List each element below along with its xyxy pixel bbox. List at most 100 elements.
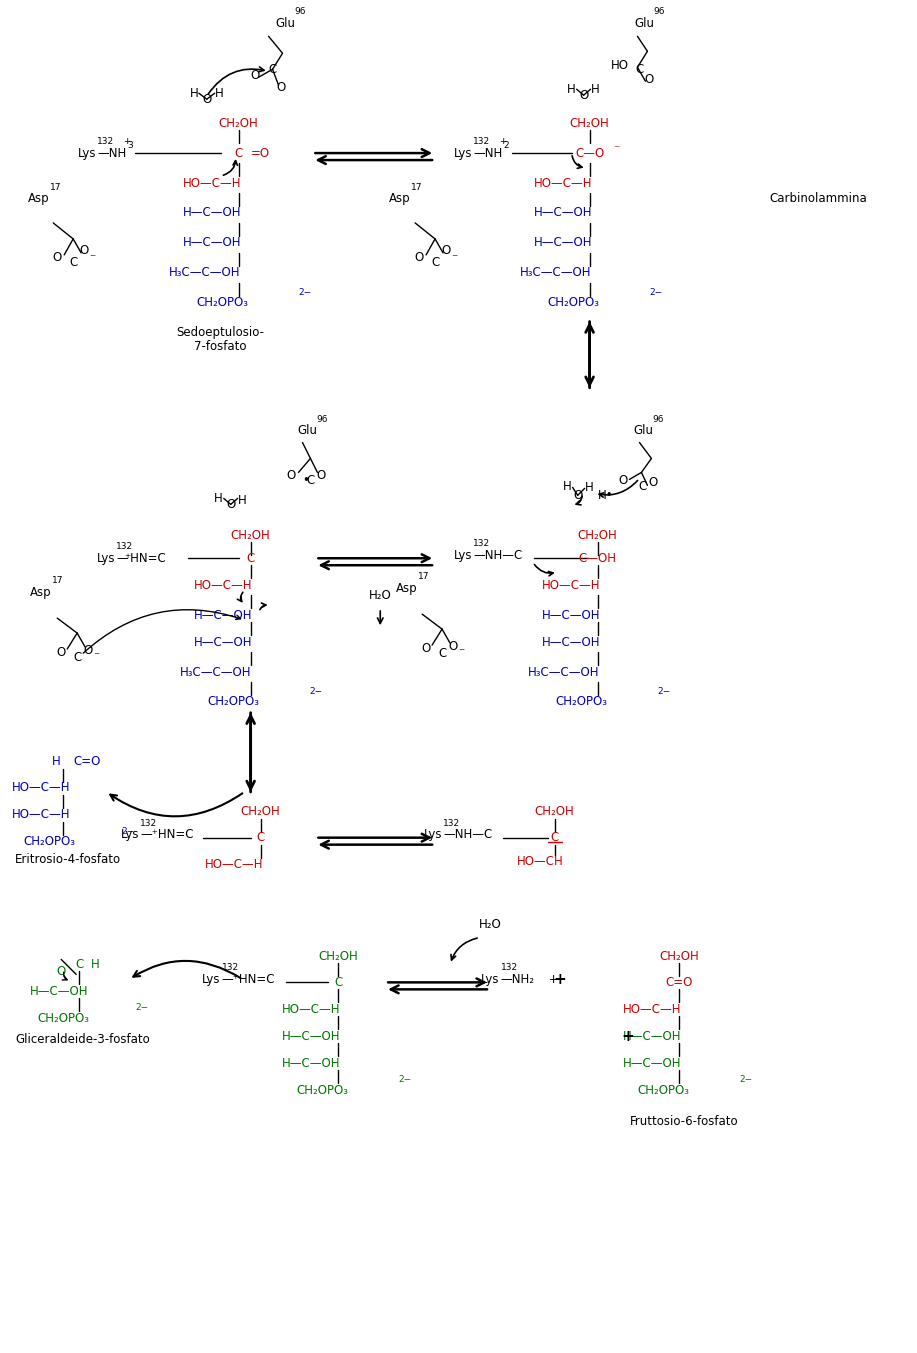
Text: H₃C—C—OH: H₃C—C—OH [520,267,591,279]
Text: O: O [52,252,61,264]
Text: H: H [238,494,247,507]
Text: H—C—OH: H—C—OH [193,636,252,648]
Text: Lys: Lys [454,146,472,160]
Text: H: H [568,83,576,96]
Text: Lys: Lys [78,146,96,160]
Text: O: O [250,69,260,81]
Text: ⁻: ⁻ [451,253,458,265]
Text: C=O: C=O [73,755,101,769]
Text: CH₂OPO₃: CH₂OPO₃ [38,1012,89,1024]
Text: C: C [247,552,255,564]
Text: H—C—OH: H—C—OH [193,609,252,621]
Text: CH₂OH: CH₂OH [318,950,359,963]
Text: H: H [215,87,224,100]
Text: Eritrosio-4-fosfato: Eritrosio-4-fosfato [16,854,121,866]
Text: Glu: Glu [275,16,295,30]
Text: H—C—OH: H—C—OH [282,1030,341,1043]
Text: C: C [235,146,243,160]
Text: C: C [269,62,277,76]
Text: Carbinolammina: Carbinolammina [769,192,867,206]
Text: —⁺HN=C: —⁺HN=C [140,828,193,842]
Text: O: O [316,469,326,482]
Text: 132: 132 [443,819,460,828]
Text: Lys: Lys [481,973,500,986]
Text: O: O [80,245,89,257]
Text: —NH₂: —NH₂ [501,973,535,986]
Text: HO—C—H: HO—C—H [534,176,592,189]
Text: H₃C—C—OH: H₃C—C—OH [169,267,240,279]
Text: Asp: Asp [28,192,50,206]
Text: O: O [649,476,658,488]
Text: 7-fosfato: 7-fosfato [194,340,247,353]
Text: Glu: Glu [634,423,654,437]
Text: CH₂OPO₃: CH₂OPO₃ [197,296,249,310]
Text: CH₂OPO₃: CH₂OPO₃ [296,1084,348,1097]
Text: 17: 17 [52,576,64,586]
Text: C: C [635,62,644,76]
Text: 96: 96 [294,7,306,16]
Text: Lys: Lys [203,973,221,986]
Text: —NH: —NH [97,146,127,160]
Text: 2−: 2− [398,1076,412,1084]
Text: H—C—OH: H—C—OH [182,207,241,219]
Text: CH₂OPO₃: CH₂OPO₃ [637,1084,690,1097]
Text: HO—C—H: HO—C—H [624,1003,681,1016]
Text: H—C—OH: H—C—OH [30,985,88,999]
Text: H: H [585,480,594,494]
Text: Asp: Asp [389,192,410,206]
Text: Asp: Asp [29,586,51,598]
Text: Gliceraldeide-3-fosfato: Gliceraldeide-3-fosfato [16,1032,150,1046]
Text: 2−: 2− [121,827,134,836]
Text: O: O [579,89,588,101]
Text: Lys: Lys [120,828,139,842]
Text: H—C—OH: H—C—OH [534,207,592,219]
Text: H—C—OH: H—C—OH [624,1030,681,1043]
Text: O: O [286,469,295,482]
Text: 132: 132 [140,819,157,828]
Text: C—O: C—O [575,146,604,160]
Text: H₃C—C—OH: H₃C—C—OH [180,666,251,678]
Text: +: + [123,137,130,146]
Text: C: C [69,256,77,269]
Text: H—C—OH: H—C—OH [534,237,592,249]
Text: H—C—OH: H—C—OH [541,636,600,648]
Text: 96: 96 [652,414,664,423]
Text: —: — [116,552,127,564]
Text: H₂O: H₂O [479,917,502,931]
Text: O: O [441,245,450,257]
Text: 2−: 2− [135,1004,149,1012]
Text: HO—C—H: HO—C—H [182,176,241,189]
Text: CH₂OPO₃: CH₂OPO₃ [547,296,600,310]
Text: O: O [448,640,458,652]
Text: CH₂OH: CH₂OH [659,950,699,963]
Text: CH₂OH: CH₂OH [231,529,271,541]
Text: +: + [553,971,566,986]
Text: CH₂OPO₃: CH₂OPO₃ [207,695,260,709]
Text: H: H [563,480,572,492]
Text: —⁺HN=C: —⁺HN=C [222,973,275,986]
Text: 3: 3 [127,141,133,150]
Text: +: + [545,973,558,986]
Text: H: H [91,958,100,971]
Text: +: + [499,137,506,146]
Text: HO—C—H: HO—C—H [12,781,71,794]
Text: 2−: 2− [649,288,663,296]
Text: 2−: 2− [739,1076,752,1084]
Text: CH₂OPO₃: CH₂OPO₃ [556,695,608,709]
Text: 132: 132 [473,137,490,146]
Text: —NH—C: —NH—C [443,828,492,842]
Text: 2−: 2− [299,288,312,296]
Text: Glu: Glu [297,423,317,437]
Text: 132: 132 [473,540,490,548]
Text: O: O [645,73,654,85]
Text: O: O [202,93,212,106]
Text: O: O [573,488,582,502]
Text: HO—C—H: HO—C—H [541,579,600,591]
Text: —NH: —NH [473,146,503,160]
Text: =O: =O [250,146,270,160]
Text: H—C—OH: H—C—OH [182,237,241,249]
Text: CH₂OH: CH₂OH [569,116,610,130]
Text: Glu: Glu [635,16,655,30]
Text: ⁻: ⁻ [458,647,464,659]
Text: O: O [226,498,236,511]
